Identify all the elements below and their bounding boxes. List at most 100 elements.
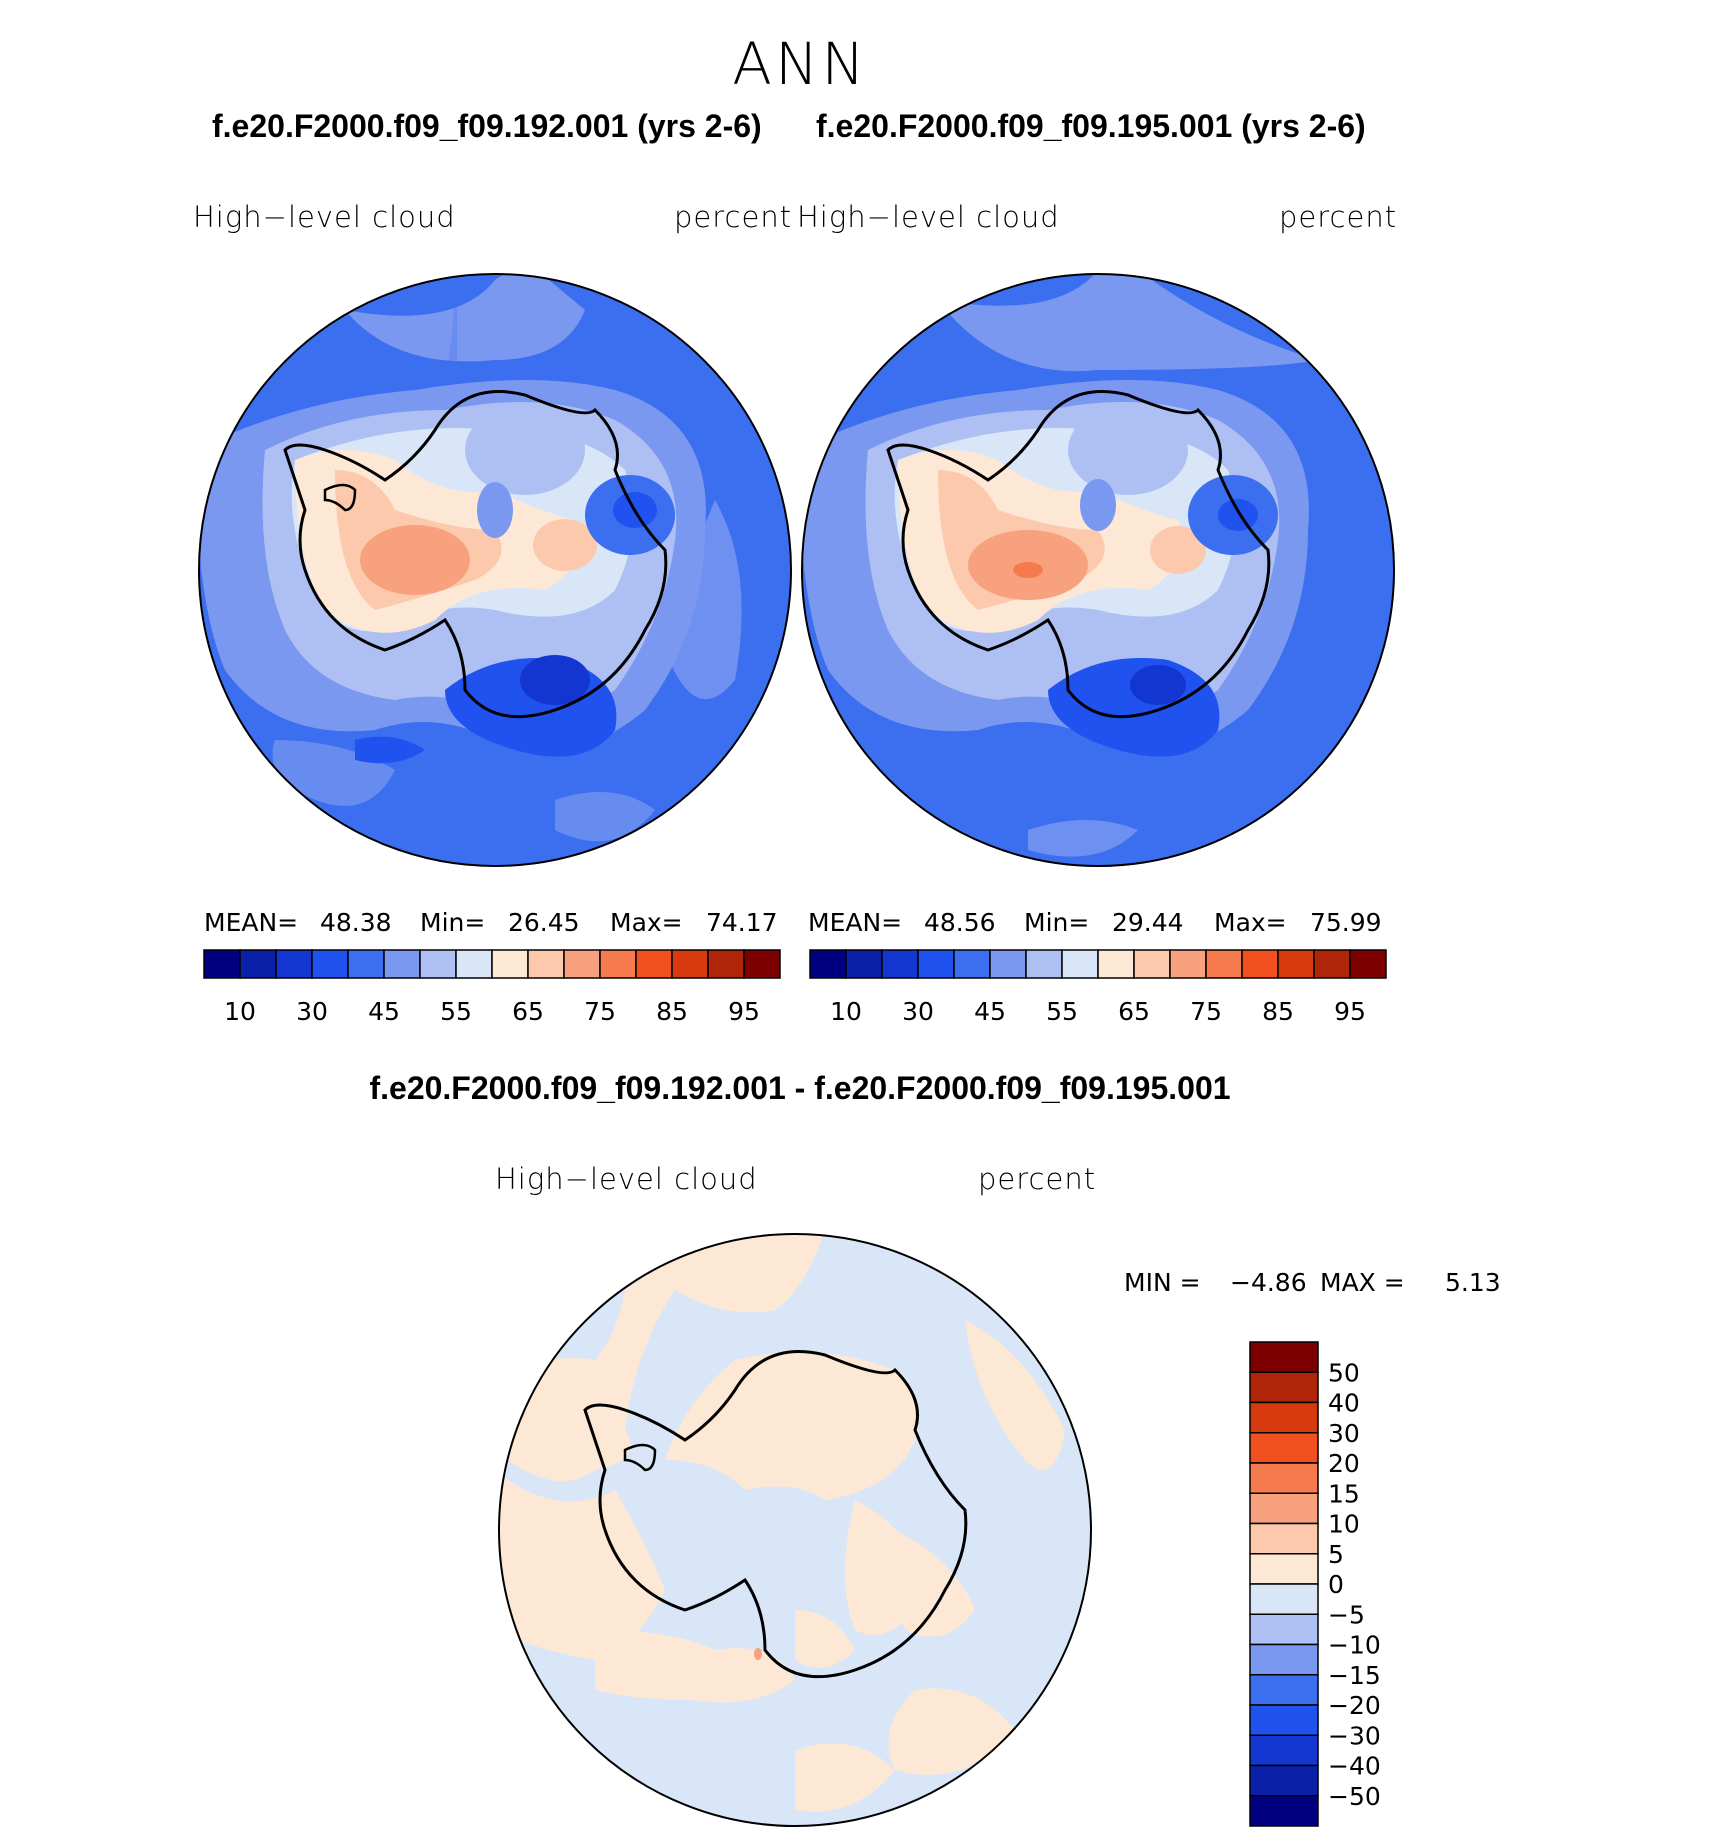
variable-label-right: High−level cloud: [797, 200, 1060, 234]
colorbar-swatch: [599, 949, 637, 979]
colorbar-swatch: [347, 949, 385, 979]
colorbar-swatch: [203, 949, 241, 979]
colorbar-swatch: [1249, 1583, 1319, 1615]
colorbar-tick-label: 30: [902, 997, 934, 1026]
colorbar-tick-label: 10: [1328, 1510, 1360, 1539]
season-title: ANN: [732, 30, 868, 98]
max-value-right: 75.99: [1310, 908, 1382, 937]
colorbar-tick-label: 20: [1328, 1449, 1360, 1478]
colorbar-swatch: [1205, 949, 1243, 979]
colorbar-swatch: [881, 949, 919, 979]
colorbar-swatch: [707, 949, 745, 979]
map-right: [801, 273, 1395, 867]
min-label-right: Min=: [1024, 908, 1090, 937]
min-label-left: Min=: [420, 908, 486, 937]
colorbar-tick-label: 75: [1190, 997, 1222, 1026]
colorbar-tick-label: 0: [1328, 1570, 1344, 1599]
colorbar-tick-label: 30: [296, 997, 328, 1026]
colorbar-tick-label: 65: [512, 997, 544, 1026]
colorbar-swatch: [1249, 1734, 1319, 1767]
colorbar-tick-label: 55: [440, 997, 472, 1026]
colorbar-tick-label: 95: [728, 997, 760, 1026]
colorbar-tick-label: 50: [1328, 1358, 1360, 1387]
colorbar-swatch: [1277, 949, 1315, 979]
colorbar-right: 10 30 45 55 65 75 85 95: [809, 949, 1387, 1026]
colorbar-swatch: [1133, 949, 1171, 979]
units-label-diff: percent: [978, 1162, 1097, 1196]
mean-value-left: 48.38: [320, 908, 392, 937]
colorbar-tick-label: 45: [368, 997, 400, 1026]
colorbar-swatch: [1349, 949, 1387, 979]
units-label-right: percent: [1279, 200, 1398, 234]
min-value-right: 29.44: [1112, 908, 1184, 937]
mean-label-left: MEAN=: [204, 908, 299, 937]
colorbar-tick-label: 15: [1328, 1479, 1360, 1508]
colorbar-swatch: [671, 949, 709, 979]
colorbar-tick-label: 95: [1334, 997, 1366, 1026]
mean-label-right: MEAN=: [808, 908, 903, 937]
colorbar-swatch: [1249, 1341, 1319, 1373]
colorbar-swatch: [989, 949, 1027, 979]
colorbar-tick-label: −30: [1328, 1721, 1381, 1750]
colorbar-tick-label: −40: [1328, 1752, 1381, 1781]
colorbar-swatch: [1249, 1492, 1319, 1525]
colorbar-swatch: [917, 949, 955, 979]
colorbar-swatch: [1249, 1643, 1319, 1676]
difference-title: f.e20.F2000.f09_f09.192.001 - f.e20.F200…: [369, 1070, 1231, 1106]
variable-label-left: High−level cloud: [193, 200, 456, 234]
colorbar-tick-label: 55: [1046, 997, 1078, 1026]
colorbar-tick-label: −50: [1328, 1782, 1381, 1811]
colorbar-swatch: [809, 949, 847, 979]
colorbar-tick-label: 30: [1328, 1419, 1360, 1448]
max-value-left: 74.17: [706, 908, 778, 937]
max-label-left: Max=: [610, 908, 683, 937]
colorbar-swatch: [275, 949, 313, 979]
diff-max-label: MAX =: [1320, 1268, 1405, 1297]
colorbar-swatch: [491, 949, 529, 979]
colorbar-swatch: [1249, 1432, 1319, 1464]
case-title-right: f.e20.F2000.f09_f09.195.001 (yrs 2-6): [816, 108, 1366, 144]
colorbar-tick-label: 45: [974, 997, 1006, 1026]
colorbar-swatch: [383, 949, 421, 979]
colorbar-tick-label: −10: [1328, 1631, 1381, 1660]
diff-max-value: 5.13: [1445, 1268, 1501, 1297]
colorbar-tick-label: −5: [1328, 1600, 1365, 1629]
colorbar-swatch: [1169, 949, 1207, 979]
colorbar-swatch: [1241, 949, 1279, 979]
colorbar-swatch: [419, 949, 457, 979]
colorbar-tick-label: 85: [656, 997, 688, 1026]
colorbar-swatch: [953, 949, 991, 979]
colorbar-swatch: [1061, 949, 1099, 979]
map-difference: [498, 1233, 1092, 1827]
colorbar-swatch: [1249, 1704, 1319, 1736]
case-title-left: f.e20.F2000.f09_f09.192.001 (yrs 2-6): [212, 108, 762, 144]
colorbar-tick-label: 85: [1262, 997, 1294, 1026]
diff-min-value: −4.86: [1230, 1268, 1307, 1297]
colorbar-swatch: [1249, 1553, 1319, 1585]
colorbar-tick-label: 75: [584, 997, 616, 1026]
colorbar-swatch: [1313, 949, 1351, 979]
colorbar-swatch: [527, 949, 565, 979]
mean-value-right: 48.56: [924, 908, 996, 937]
min-value-left: 26.45: [508, 908, 580, 937]
colorbar-swatch: [1249, 1522, 1319, 1555]
colorbar-swatch: [845, 949, 883, 979]
max-label-right: Max=: [1214, 908, 1287, 937]
colorbar-swatch: [1097, 949, 1135, 979]
colorbar-swatch: [1249, 1462, 1319, 1494]
units-label-left: percent: [674, 200, 793, 234]
colorbar-swatch: [1249, 1613, 1319, 1646]
colorbar-tick-label: 40: [1328, 1389, 1360, 1418]
colorbar-swatch: [1249, 1764, 1319, 1797]
colorbar-tick-label: −15: [1328, 1661, 1381, 1690]
colorbar-swatch: [311, 949, 349, 979]
colorbar-swatch: [1249, 1674, 1319, 1706]
colorbar-swatch: [563, 949, 601, 979]
colorbar-swatch: [743, 949, 781, 979]
variable-label-diff: High−level cloud: [495, 1162, 758, 1196]
colorbar-tick-label: 5: [1328, 1540, 1344, 1569]
colorbar-swatch: [239, 949, 277, 979]
colorbar-tick-label: 65: [1118, 997, 1150, 1026]
colorbar-swatch: [455, 949, 493, 979]
